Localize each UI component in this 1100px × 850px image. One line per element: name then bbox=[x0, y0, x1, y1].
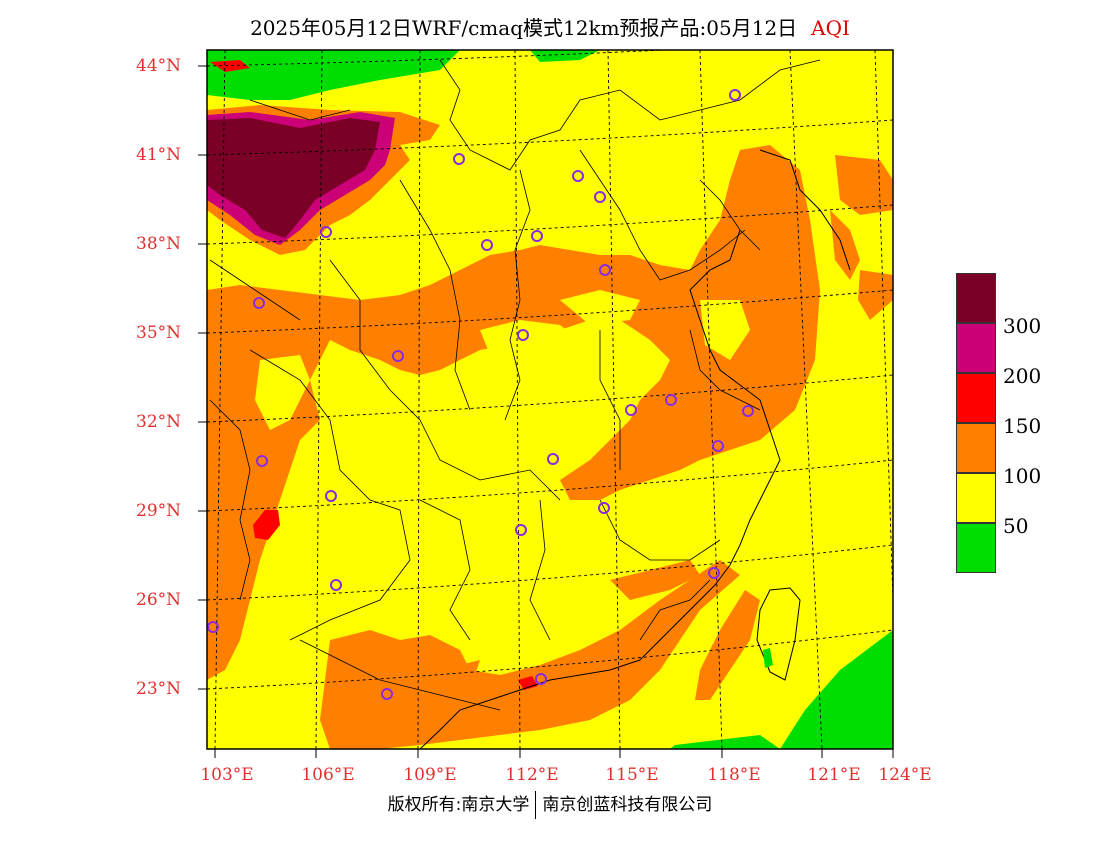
title-text: 2025年05月12日WRF/cmaq模式12km预报产品:05月12日 bbox=[250, 16, 798, 40]
aqi-150-200-spot-north bbox=[210, 60, 250, 72]
lat-label-41n: 41°N bbox=[136, 145, 182, 165]
aqi-0-50-zone-sea2 bbox=[670, 735, 780, 749]
aqi-0-50-zone-sea bbox=[780, 630, 893, 749]
city-marker bbox=[320, 226, 332, 238]
legend-label-200: 200 bbox=[1003, 364, 1042, 388]
city-marker bbox=[665, 394, 677, 406]
credit-separator bbox=[535, 791, 537, 819]
credit-left: 版权所有:南京大学 bbox=[387, 795, 530, 815]
aqi-50-100-hole-1 bbox=[480, 320, 580, 360]
lat-label-32n: 32°N bbox=[136, 412, 182, 432]
lon-label-118e: 118°E bbox=[707, 765, 761, 785]
longitude-gridlines bbox=[214, 50, 893, 749]
city-marker bbox=[517, 329, 529, 341]
aqi-100-150-zone-korea3 bbox=[858, 270, 893, 320]
lat-label-23n: 23°N bbox=[136, 679, 182, 699]
taiwan-outline bbox=[756, 587, 801, 681]
legend-label-50: 50 bbox=[1003, 514, 1029, 538]
province-borders bbox=[209, 59, 821, 711]
legend-label-100: 100 bbox=[1003, 464, 1042, 488]
aqi-150-200-spot-sichuan bbox=[253, 510, 280, 540]
legend-swatch-50-100 bbox=[956, 473, 996, 523]
city-marker bbox=[453, 153, 465, 165]
city-marker bbox=[207, 621, 219, 633]
aqi-0-50-spot-taiwan bbox=[763, 648, 773, 668]
aqi-0-50-zone-north2 bbox=[530, 50, 600, 62]
copyright-credit: 版权所有:南京大学 南京创蓝科技有限公司 bbox=[0, 790, 1100, 819]
city-marker bbox=[625, 404, 637, 416]
city-marker bbox=[708, 567, 720, 579]
city-marker bbox=[515, 524, 527, 536]
lon-label-121e: 121°E bbox=[807, 765, 861, 785]
lon-ticks bbox=[214, 749, 894, 758]
city-marker bbox=[729, 89, 741, 101]
lon-label-115e: 115°E bbox=[605, 765, 659, 785]
city-markers bbox=[207, 89, 754, 700]
legend-swatch-200-300 bbox=[956, 323, 996, 373]
lat-label-29n: 29°N bbox=[136, 501, 182, 521]
lat-label-26n: 26°N bbox=[136, 590, 182, 610]
city-marker bbox=[547, 453, 559, 465]
aqi-50-100-hole-4 bbox=[255, 355, 310, 430]
aqi-150-200-spot-guangdong bbox=[518, 676, 538, 690]
aqi-label: AQI bbox=[811, 16, 850, 40]
aqi-50-100-hole-3 bbox=[700, 300, 750, 360]
legend-swatch-0-50 bbox=[956, 523, 996, 573]
legend-label-300: 300 bbox=[1003, 314, 1042, 338]
city-marker bbox=[535, 673, 547, 685]
legend-swatch-100-150 bbox=[956, 423, 996, 473]
lon-label-106e: 106°E bbox=[301, 765, 355, 785]
aqi-0-50-zone-north bbox=[207, 50, 460, 100]
city-marker bbox=[712, 440, 724, 452]
aqi-legend bbox=[956, 273, 996, 573]
city-marker bbox=[742, 405, 754, 417]
aqi-100-150-zone-fujian bbox=[610, 560, 700, 600]
aqi-100-150-zone-korea2 bbox=[830, 210, 860, 280]
city-marker bbox=[594, 191, 606, 203]
city-marker bbox=[330, 579, 342, 591]
legend-label-150: 150 bbox=[1003, 414, 1042, 438]
aqi-300-plus-zone bbox=[207, 118, 380, 238]
city-marker bbox=[531, 230, 543, 242]
lon-label-124e: 124°E bbox=[878, 765, 932, 785]
credit-right: 南京创蓝科技有限公司 bbox=[542, 795, 713, 815]
legend-swatch-300-plus bbox=[956, 273, 996, 323]
lat-ticks bbox=[198, 65, 207, 690]
lat-label-35n: 35°N bbox=[136, 323, 182, 343]
city-marker bbox=[572, 170, 584, 182]
lat-label-44n: 44°N bbox=[136, 56, 182, 76]
city-marker bbox=[325, 490, 337, 502]
coastline-northeast bbox=[759, 149, 851, 271]
city-marker bbox=[598, 502, 610, 514]
city-marker bbox=[392, 350, 404, 362]
map-title: 2025年05月12日WRF/cmaq模式12km预报产品:05月12日 AQI bbox=[0, 12, 1100, 41]
city-marker bbox=[256, 455, 268, 467]
lon-label-103e: 103°E bbox=[200, 765, 254, 785]
aqi-100-150-zone-strait bbox=[695, 590, 760, 700]
city-marker bbox=[253, 297, 265, 309]
aqi-100-150-zone-jiangsu bbox=[700, 380, 770, 440]
aqi-50-100-hole-2 bbox=[560, 290, 640, 325]
legend-swatch-150-200 bbox=[956, 373, 996, 423]
aqi-100-150-zone-central bbox=[207, 145, 820, 680]
city-marker bbox=[599, 264, 611, 276]
lat-label-38n: 38°N bbox=[136, 234, 182, 254]
lon-label-112e: 112°E bbox=[505, 765, 559, 785]
city-marker bbox=[481, 239, 493, 251]
latitude-gridlines bbox=[207, 50, 893, 690]
aqi-100-150-zone-south bbox=[320, 560, 740, 749]
map-frame bbox=[206, 49, 894, 750]
city-marker bbox=[381, 688, 393, 700]
aqi-100-150-zone-guangxi bbox=[440, 660, 480, 700]
lon-label-109e: 109°E bbox=[403, 765, 457, 785]
